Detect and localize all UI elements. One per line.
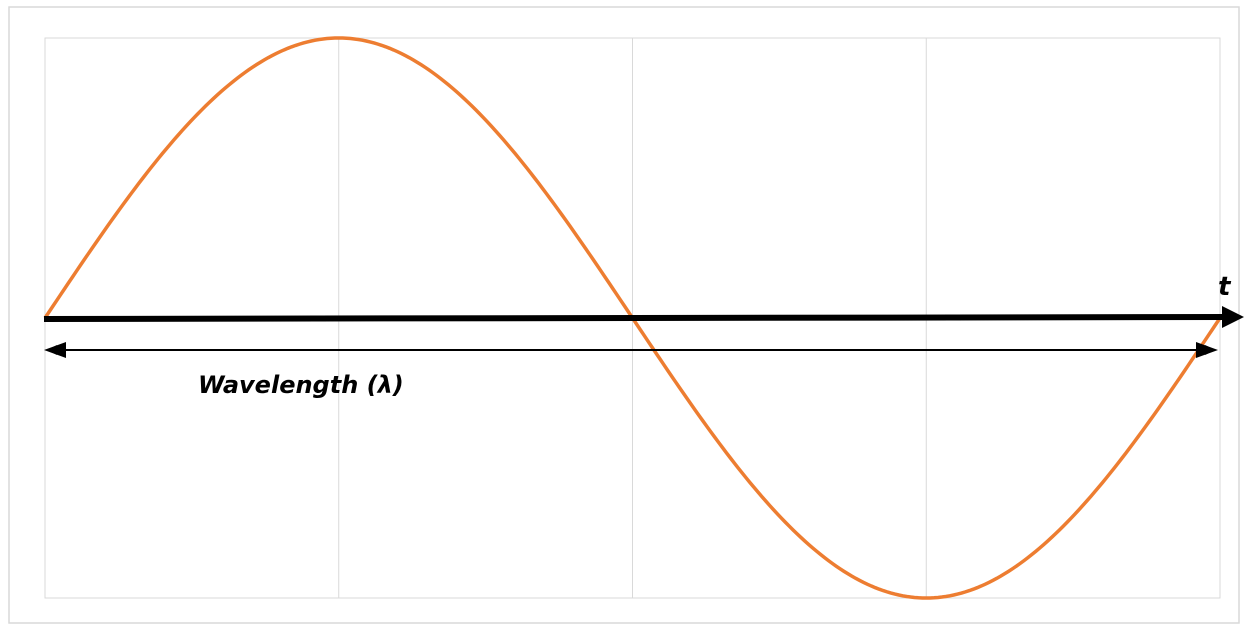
wavelength-arrowhead-left	[44, 342, 66, 358]
time-axis-arrowhead	[1222, 306, 1244, 328]
wavelength-label: Wavelength (λ)	[198, 371, 404, 399]
time-axis	[43, 314, 1229, 322]
wavelength-arrowhead-right	[1196, 342, 1218, 358]
axis-label-t: t	[1218, 272, 1232, 302]
